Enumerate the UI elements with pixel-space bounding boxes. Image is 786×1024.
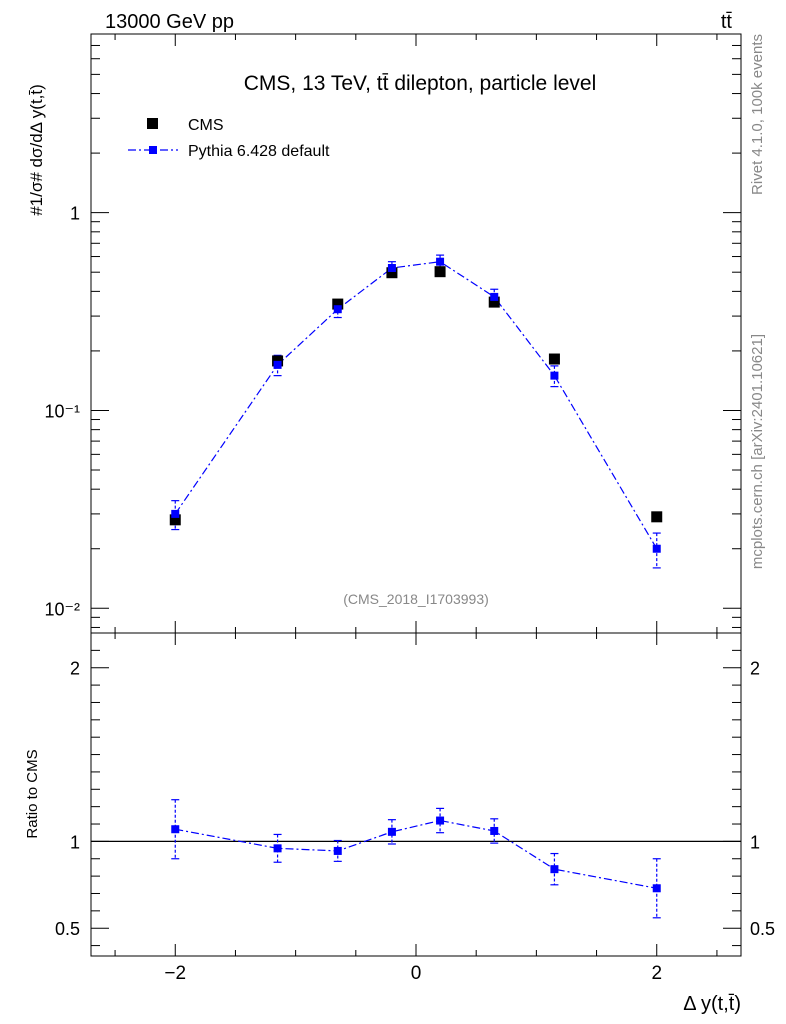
rivet-label: Rivet 4.1.0, 100k events	[749, 34, 766, 195]
ratio-y-tick-label-right: 0.5	[750, 919, 775, 939]
ratio-y-tick-label: 0.5	[55, 919, 80, 939]
ratio-y-tick-label-right: 1	[750, 832, 760, 852]
x-tick-label: −2	[164, 963, 186, 984]
cms-data-point	[651, 511, 663, 523]
pythia-line	[174, 261, 658, 550]
ratio-y-tick-label: 2	[70, 659, 80, 679]
ratio-data-point	[490, 826, 499, 835]
pythia-data-point	[652, 544, 661, 553]
ratio-panel-frame	[90, 632, 742, 957]
ratio-series-group	[171, 799, 661, 919]
ratio-data-point	[387, 827, 396, 836]
ratio-ylabel: Ratio to CMS	[24, 749, 41, 838]
cms-data-point	[488, 296, 500, 308]
ratio-data-point	[333, 846, 342, 855]
cms-data-point	[548, 353, 560, 365]
x-tick-label: 2	[651, 963, 662, 984]
ratio-axis-ticks: −2 0 2 0.5 0.5 1 1 2 2	[55, 632, 775, 984]
pythia-data-point	[550, 371, 559, 380]
legend: CMS Pythia 6.428 default	[128, 117, 330, 160]
cms-data-point	[332, 298, 344, 310]
legend-cms-marker	[147, 118, 158, 129]
cms-data-point	[434, 266, 446, 278]
legend-pythia-marker	[149, 146, 157, 154]
analysis-watermark: (CMS_2018_I1703993)	[343, 591, 489, 607]
pythia-data-point	[171, 509, 180, 518]
x-tick-label: 0	[411, 963, 422, 984]
ratio-line	[175, 819, 657, 889]
pythia-data-point	[436, 257, 445, 266]
plot-title: CMS, 13 TeV, tt̄ dilepton, particle leve…	[244, 72, 597, 95]
ratio-data-point	[652, 884, 661, 893]
legend-pythia-label: Pythia 6.428 default	[188, 143, 330, 160]
pythia-data-point	[490, 292, 499, 301]
mcplots-label: mcplots.cern.ch [arXiv:2401.10621]	[749, 334, 766, 569]
header-right: tt̄	[721, 11, 733, 33]
ratio-y-tick-label-right: 2	[750, 659, 760, 679]
ratio-y-tick-label: 1	[70, 832, 80, 852]
main-series-group	[169, 254, 663, 569]
legend-cms-label: CMS	[188, 117, 224, 134]
x-axis-label: Δ y(t,t̄)	[683, 993, 741, 1015]
ratio-data-point	[550, 865, 559, 874]
ratio-data-point	[171, 825, 180, 834]
pythia-data-point	[333, 305, 342, 314]
pythia-data-point	[273, 360, 282, 369]
y-tick-label: 10⁻¹	[44, 401, 80, 421]
ratio-data-point	[436, 816, 445, 825]
y-tick-label: 10⁻²	[44, 599, 80, 619]
pythia-data-point	[387, 264, 396, 273]
main-axis-ticks: 10⁻² 10⁻¹ 1	[44, 33, 741, 633]
main-ylabel: #1/σ# dσ/dΔ y(t,t̄)	[27, 84, 46, 216]
header-left: 13000 GeV pp	[105, 11, 234, 33]
main-ylabel-text: #1/σ# dσ/dΔ y(t,t̄)	[27, 84, 46, 216]
cms-data-point	[169, 514, 181, 526]
cms-data-point	[386, 267, 398, 279]
y-tick-label: 1	[70, 204, 80, 224]
ratio-data-point	[273, 844, 282, 853]
